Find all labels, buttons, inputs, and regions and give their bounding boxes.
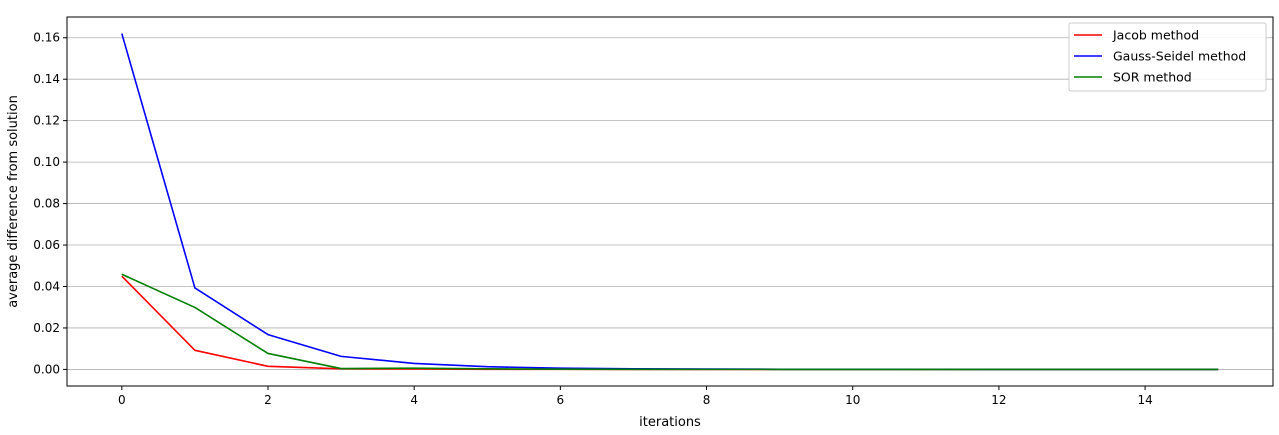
y-tick-label: 0.06 xyxy=(33,238,60,252)
y-axis-label: average difference from solution xyxy=(6,95,21,308)
x-tick-label: 10 xyxy=(845,393,860,407)
legend: Jacob method Gauss-Seidel method SOR metho… xyxy=(1068,22,1267,92)
plot-area-frame xyxy=(66,16,1274,387)
y-tick-label: 0.10 xyxy=(33,155,60,169)
axis-ticks: 0.00 0.02 0.04 0.06 0.08 0.10 0.12 0.14 0.16 0 2 4 6… xyxy=(33,31,1152,407)
y-tick-label: 0.02 xyxy=(33,321,60,335)
x-tick-label: 8 xyxy=(703,393,711,407)
y-tick-label: 0.14 xyxy=(33,72,60,86)
x-axis-label: iterations xyxy=(639,415,701,430)
series-line-gauss-seidel-method xyxy=(121,33,1219,371)
x-tick-label: 4 xyxy=(410,393,418,407)
y-tick-label: 0.16 xyxy=(33,31,60,45)
x-tick-label: 2 xyxy=(264,393,272,407)
legend-label: Jacob method xyxy=(1112,28,1199,43)
grid-lines xyxy=(67,37,1273,370)
y-tick-label: 0.12 xyxy=(33,114,60,128)
series-lines xyxy=(121,33,1219,371)
legend-label: Gauss-Seidel method xyxy=(1113,49,1246,64)
x-tick-label: 6 xyxy=(557,393,565,407)
x-tick-label: 12 xyxy=(991,393,1006,407)
x-tick-label: 0 xyxy=(118,393,126,407)
legend-label: SOR method xyxy=(1113,70,1192,85)
x-tick-label: 14 xyxy=(1137,393,1152,407)
y-tick-label: 0.08 xyxy=(33,197,60,211)
legend-box xyxy=(1068,22,1267,92)
series-line-jacob-method xyxy=(121,275,1219,371)
series-line-sor-method xyxy=(121,273,1219,371)
y-tick-label: 0.00 xyxy=(33,362,60,376)
y-tick-label: 0.04 xyxy=(33,279,60,293)
